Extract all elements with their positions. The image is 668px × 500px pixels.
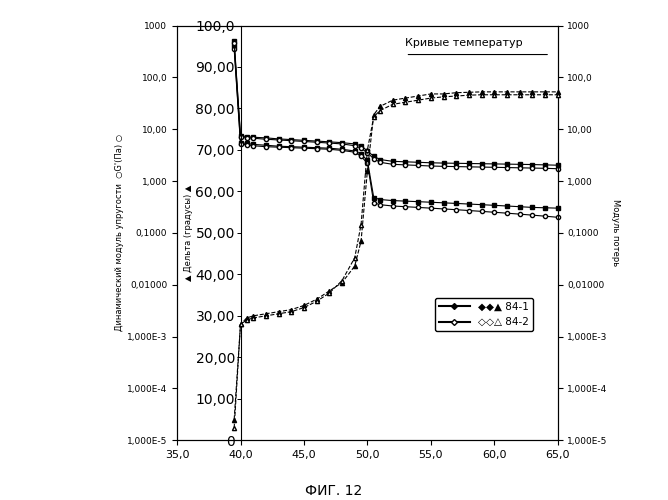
Y-axis label: Динамический модуль упругости  ○G'(Па) ○: Динамический модуль упругости ○G'(Па) ○: [115, 134, 124, 332]
Y-axis label: ▲ Дельта (градусы) ▲: ▲ Дельта (градусы) ▲: [184, 184, 192, 281]
Legend: ◆◆▲ 84-1, ◇◇△ 84-2: ◆◆▲ 84-1, ◇◇△ 84-2: [435, 298, 534, 332]
Text: ФИГ. 12: ФИГ. 12: [305, 484, 363, 498]
Y-axis label: Модуль потерь: Модуль потерь: [611, 200, 620, 266]
Text: Кривые температур: Кривые температур: [405, 38, 523, 48]
